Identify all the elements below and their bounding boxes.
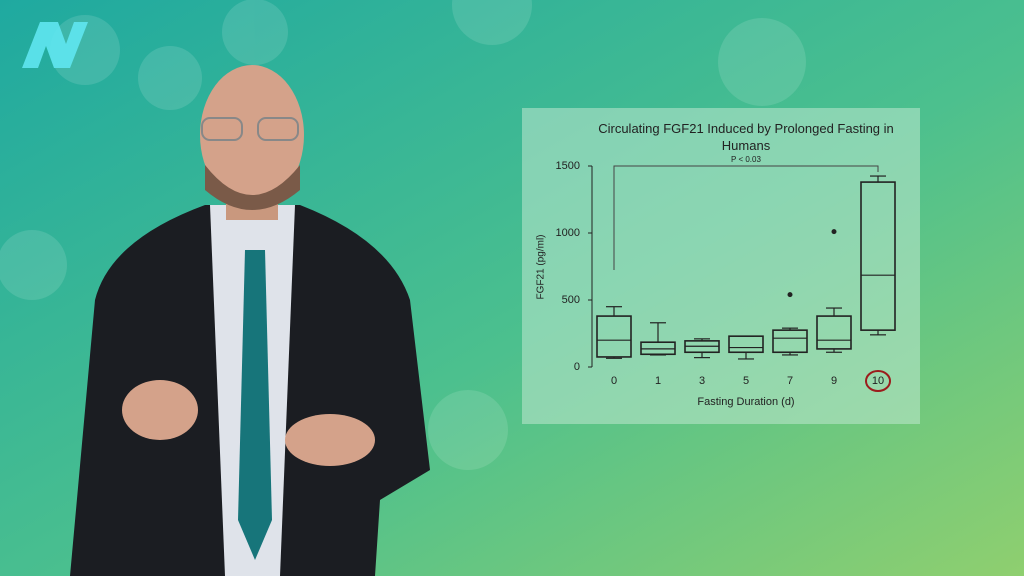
x-tick-label: 5 — [743, 375, 749, 387]
x-tick-label: 1 — [655, 375, 661, 387]
chart: 0 500 1000 1500 0 1 3 5 7 9 10 — [556, 160, 896, 392]
box — [728, 335, 764, 354]
box — [640, 341, 676, 356]
y-tick-label: 0 — [574, 361, 580, 373]
presenter — [70, 65, 430, 576]
box — [596, 315, 632, 358]
outlier — [787, 292, 793, 298]
highlight-circle — [865, 370, 891, 392]
box — [860, 181, 896, 331]
chart-title: Circulating FGF21 Induced by Prolonged F… — [598, 121, 894, 153]
box — [816, 315, 852, 350]
annotation: P < 0.03 — [731, 155, 761, 164]
x-tick-label: 10 — [872, 375, 884, 387]
x-tick-label: 9 — [831, 375, 837, 387]
chart-panel — [522, 108, 920, 424]
y-tick-label: 500 — [562, 294, 580, 306]
y-tick-label: 1500 — [556, 160, 580, 172]
x-tick-label: 0 — [611, 375, 617, 387]
y-axis-label: FGF21 (pg/ml) — [536, 234, 547, 299]
y-tick-label: 1000 — [556, 227, 580, 239]
significance-bracket — [613, 165, 879, 270]
x-tick-label: 3 — [699, 375, 705, 387]
x-axis-label: Fasting Duration (d) — [697, 396, 794, 408]
x-tick-label: 7 — [787, 375, 793, 387]
logo — [22, 22, 88, 68]
box — [772, 329, 808, 354]
outlier — [831, 229, 837, 235]
bokeh — [0, 0, 806, 470]
